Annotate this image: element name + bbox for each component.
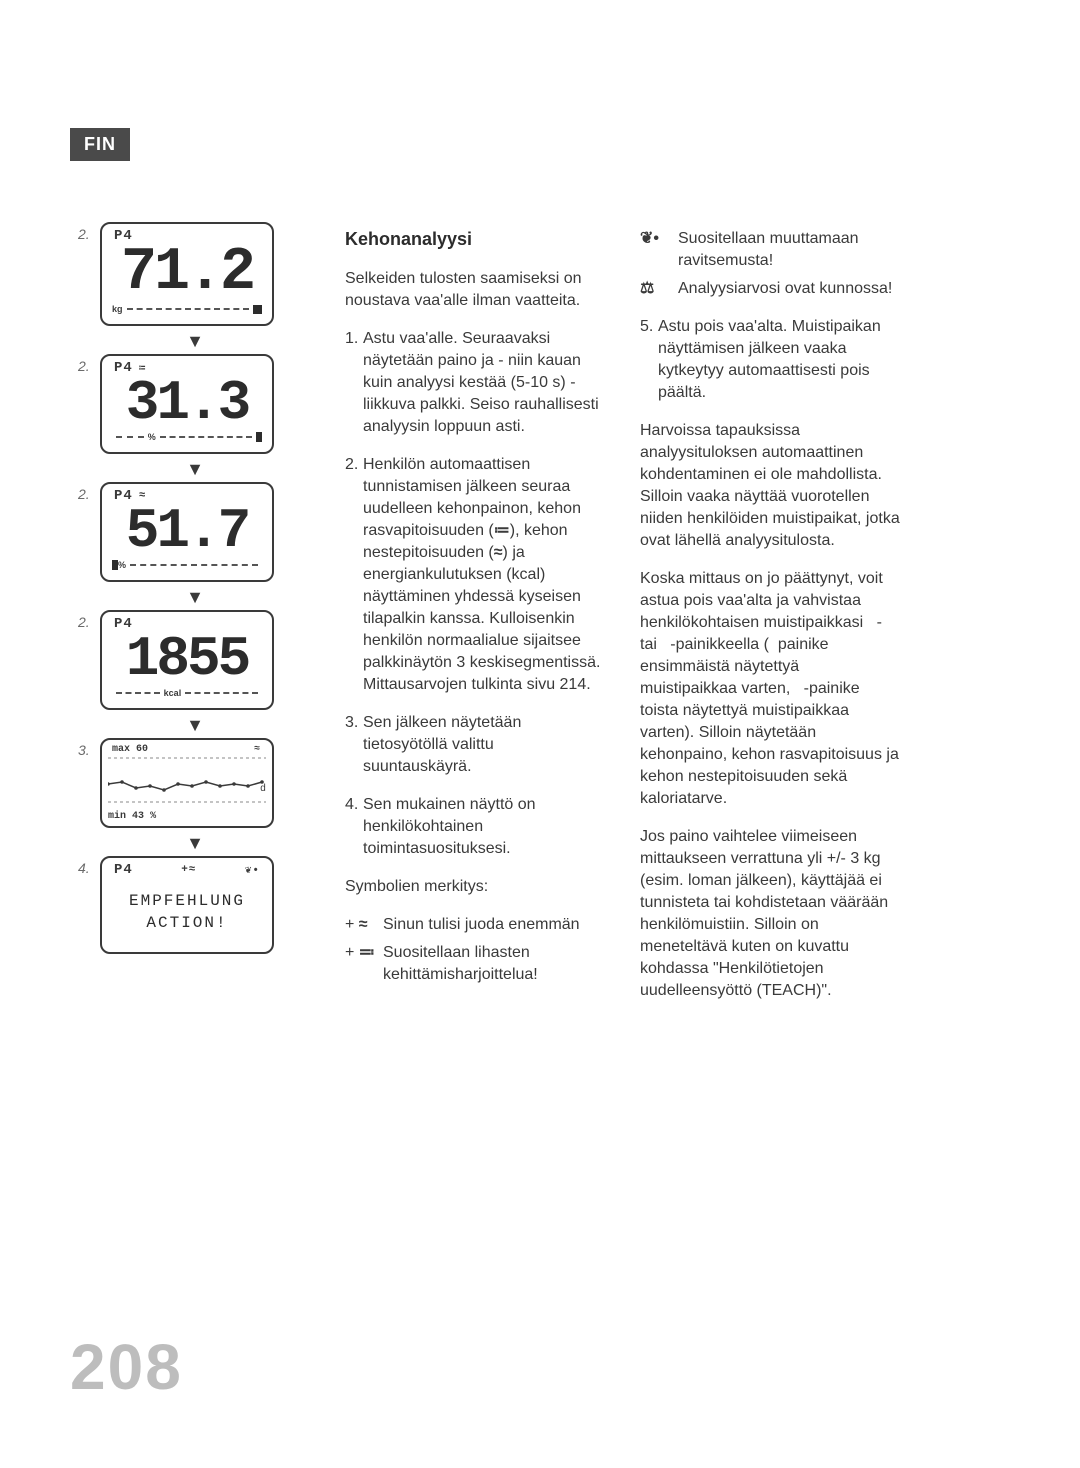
symbol-ok: ⚖Analyysiarvosi ovat kunnossa! bbox=[640, 278, 900, 300]
symbols-heading: Symbolien merkitys: bbox=[345, 876, 605, 898]
step-number: 2. bbox=[78, 486, 90, 502]
paragraph-confirm: Koska mittaus on jo päättynyt, voit astu… bbox=[640, 568, 900, 810]
symbol-water: + ≈Sinun tulisi juoda enemmän bbox=[345, 914, 605, 936]
symbol-nutrition: ❦•Suositellaan muuttamaan ravitsemusta! bbox=[640, 228, 900, 272]
paragraph-teach: Jos paino vaihtelee viimeiseen mittaukse… bbox=[640, 826, 900, 1002]
step-number: 2. bbox=[78, 358, 90, 374]
arrow-down-icon: ▼ bbox=[100, 334, 290, 348]
center-column: Kehonanalyysi Selkeiden tulosten saamise… bbox=[345, 228, 605, 992]
step-number: 3. bbox=[78, 742, 90, 758]
step-2: 2.Henkilön automaattisen tunnistamisen j… bbox=[345, 454, 605, 696]
unit-label: % bbox=[118, 560, 126, 570]
display-value: 51.7 bbox=[108, 506, 266, 556]
display-water: 2. P4 ≈ 51.7 % bbox=[100, 482, 274, 582]
step-number: 2. bbox=[78, 614, 90, 630]
display-recommendation: 4. P4 +≈ ❦• EMPFEHLUNG ACTION! bbox=[100, 856, 274, 954]
display-value: 71.2 bbox=[108, 246, 266, 300]
day-marker: d bbox=[260, 784, 266, 795]
step-number: 2. bbox=[78, 226, 90, 242]
unit-label: kg bbox=[112, 304, 123, 314]
paragraph-auto-assign: Harvoissa tapauksissa analyysituloksen a… bbox=[640, 420, 900, 552]
arrow-down-icon: ▼ bbox=[100, 718, 290, 732]
display-trend: 3. max 60 ≈ d min 43 % bbox=[100, 738, 274, 828]
page-number: 208 bbox=[70, 1330, 183, 1404]
section-heading: Kehonanalyysi bbox=[345, 228, 605, 250]
display-value: 31.3 bbox=[108, 378, 266, 428]
language-tab: FIN bbox=[70, 128, 130, 161]
water-icon: ≈ bbox=[254, 744, 266, 755]
symbol-muscle: + ≕Suositellaan lihasten kehittämisharjo… bbox=[345, 942, 605, 986]
profile-label: P4 +≈ ❦• bbox=[108, 862, 266, 878]
step-1: 1.Astu vaa'alle. Seuraavaksi näytetään p… bbox=[345, 328, 605, 438]
display-fat: 2. P4 ≔ 31.3 % bbox=[100, 354, 274, 454]
step-5: 5.Astu pois vaa'alta. Muistipaikan näytt… bbox=[640, 316, 900, 404]
nutrition-icon: ❦• bbox=[245, 863, 260, 877]
right-column: ❦•Suositellaan muuttamaan ravitsemusta! … bbox=[640, 228, 900, 1018]
display-value: 1855 bbox=[108, 634, 266, 684]
step-4: 4.Sen mukainen näyttö on henkilökohtaine… bbox=[345, 794, 605, 860]
display-column: 2. P4 71.2 kg ▼ 2. P4 ≔ 31.3 % ▼ 2. P4 ≈ bbox=[100, 222, 290, 966]
unit-label: kcal bbox=[164, 688, 182, 698]
fat-icon: ≔ bbox=[494, 522, 510, 539]
water-icon: ≈ bbox=[494, 544, 503, 561]
step-3: 3.Sen jälkeen näytetään tietosyötöllä va… bbox=[345, 712, 605, 778]
arrow-down-icon: ▼ bbox=[100, 462, 290, 476]
water-icon: ≈ bbox=[359, 916, 368, 933]
arrow-down-icon: ▼ bbox=[100, 836, 290, 850]
intro-paragraph: Selkeiden tulosten saamiseksi on noustav… bbox=[345, 268, 605, 312]
unit-label: % bbox=[148, 432, 156, 442]
water-plus-icon: +≈ bbox=[181, 864, 196, 876]
muscle-icon: ≕ bbox=[359, 944, 375, 961]
nutrition-icon: ❦• bbox=[640, 230, 659, 247]
min-label: min 43 % bbox=[108, 811, 156, 822]
max-label: max 60 bbox=[112, 744, 148, 755]
arrow-down-icon: ▼ bbox=[100, 590, 290, 604]
trend-chart bbox=[108, 756, 266, 804]
ok-icon: ⚖ bbox=[640, 280, 654, 297]
step-number: 4. bbox=[78, 860, 90, 876]
recommendation-text: EMPFEHLUNG ACTION! bbox=[108, 878, 266, 944]
display-weight: 2. P4 71.2 kg bbox=[100, 222, 274, 326]
display-kcal: 2. P4 1855 kcal bbox=[100, 610, 274, 710]
